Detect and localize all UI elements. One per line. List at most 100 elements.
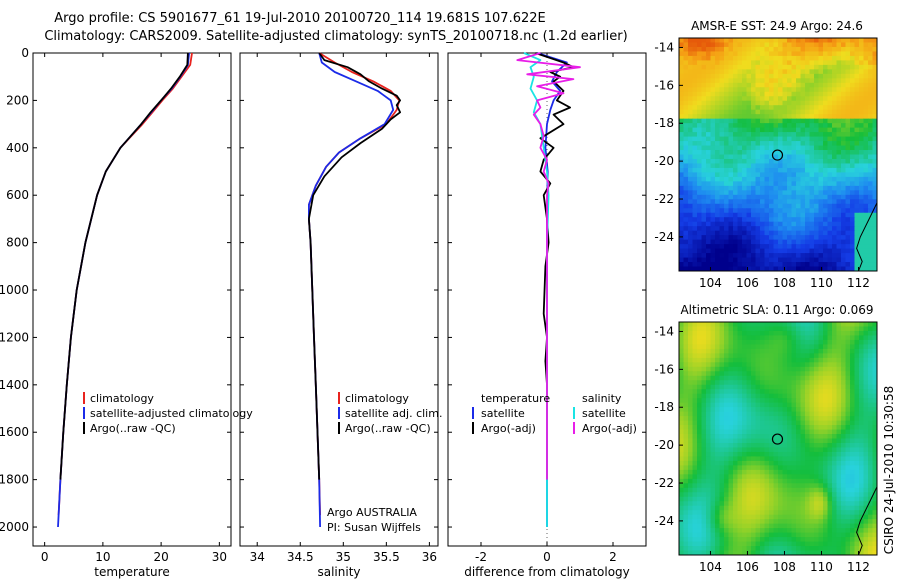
map-cell <box>850 176 856 182</box>
map-cell <box>773 100 779 106</box>
map-cell <box>800 514 806 520</box>
map-cell <box>814 389 820 395</box>
map-cell <box>805 42 811 48</box>
map-cell <box>769 190 775 196</box>
map-cell <box>863 127 869 133</box>
map-cell <box>706 235 712 241</box>
map-cell <box>773 335 779 341</box>
map-cell <box>701 257 707 263</box>
map-cell <box>764 465 770 471</box>
map-cell <box>827 176 833 182</box>
map-cell <box>823 51 829 57</box>
map-cell <box>719 46 725 53</box>
map-cell <box>692 46 698 53</box>
map-cell <box>791 82 797 88</box>
map-cell <box>872 82 877 88</box>
map-cell <box>863 253 869 259</box>
map-cell <box>854 226 860 232</box>
map-cell <box>728 389 734 395</box>
map-cell <box>791 380 797 386</box>
map-cell <box>679 239 685 245</box>
map-cell <box>845 393 851 399</box>
map-cell <box>787 407 793 413</box>
map-cell <box>827 460 833 466</box>
map-cell <box>859 60 865 66</box>
map-cell <box>710 326 716 332</box>
map-cell <box>818 514 824 520</box>
map-cell <box>814 46 820 53</box>
map-cell <box>814 105 820 111</box>
map-cell <box>724 398 730 404</box>
map-cell <box>769 46 775 53</box>
map-cell <box>719 519 725 525</box>
map-cell <box>796 348 802 354</box>
map-cell <box>701 353 707 359</box>
x-tick-label: 108 <box>773 560 796 574</box>
map-cell <box>823 226 829 232</box>
map-cell <box>841 154 847 160</box>
map-cell <box>778 510 784 516</box>
map-cell <box>746 55 752 61</box>
map-cell <box>728 118 734 124</box>
map-cell <box>701 109 707 115</box>
map-cell <box>715 42 721 48</box>
map-cell <box>769 541 775 547</box>
map-cell <box>773 212 779 218</box>
map-cell <box>872 322 877 328</box>
map-cell <box>742 501 748 507</box>
map-cell <box>854 407 860 413</box>
map-cell <box>850 429 856 435</box>
map-cell <box>805 69 811 75</box>
map-cell <box>706 447 712 453</box>
map-cell <box>692 194 698 200</box>
map-cell <box>764 235 770 241</box>
map-cell <box>764 141 770 147</box>
map-cell <box>706 398 712 404</box>
difference-legend: temperature salinity satellite Argo(-adj… <box>472 392 637 435</box>
map-cell <box>845 469 851 475</box>
map-cell <box>742 451 748 458</box>
map-cell <box>859 158 865 165</box>
map-cell <box>724 330 730 337</box>
map-cell <box>827 172 833 178</box>
map-cell <box>827 87 833 93</box>
map-cell <box>854 398 860 404</box>
map-cell <box>791 469 797 475</box>
map-cell <box>814 366 820 372</box>
map-cell <box>746 266 752 271</box>
map-cell <box>850 398 856 404</box>
map-cell <box>688 411 694 417</box>
map-cell <box>764 248 770 254</box>
map-cell <box>800 46 806 53</box>
map-cell <box>868 492 874 498</box>
map-cell <box>728 357 734 363</box>
map-cell <box>769 199 775 205</box>
map-cell <box>805 532 811 538</box>
map-cell <box>710 199 716 205</box>
map-cell <box>827 523 833 529</box>
map-cell <box>769 478 775 484</box>
x-tick-label: 106 <box>736 276 759 290</box>
map-cell <box>841 474 847 480</box>
map-cell <box>719 145 725 151</box>
map-cell <box>836 172 842 178</box>
map-cell <box>769 322 775 328</box>
map-cell <box>742 353 748 359</box>
map-cell <box>688 78 694 84</box>
map-cell <box>854 344 860 350</box>
map-cell <box>850 109 856 115</box>
map-cell <box>832 262 838 268</box>
map-cell <box>823 109 829 115</box>
map-cell <box>746 78 752 84</box>
map-cell <box>715 465 721 471</box>
map-cell <box>791 519 797 525</box>
map-cell <box>872 154 877 160</box>
map-cell <box>823 212 829 218</box>
map-cell <box>688 212 694 218</box>
sst-map-title: AMSR-E SST: 24.9 Argo: 24.6 <box>691 19 863 33</box>
map-cell <box>872 199 877 205</box>
map-cell <box>724 326 730 332</box>
map-cell <box>688 322 694 328</box>
map-cell <box>706 239 712 245</box>
